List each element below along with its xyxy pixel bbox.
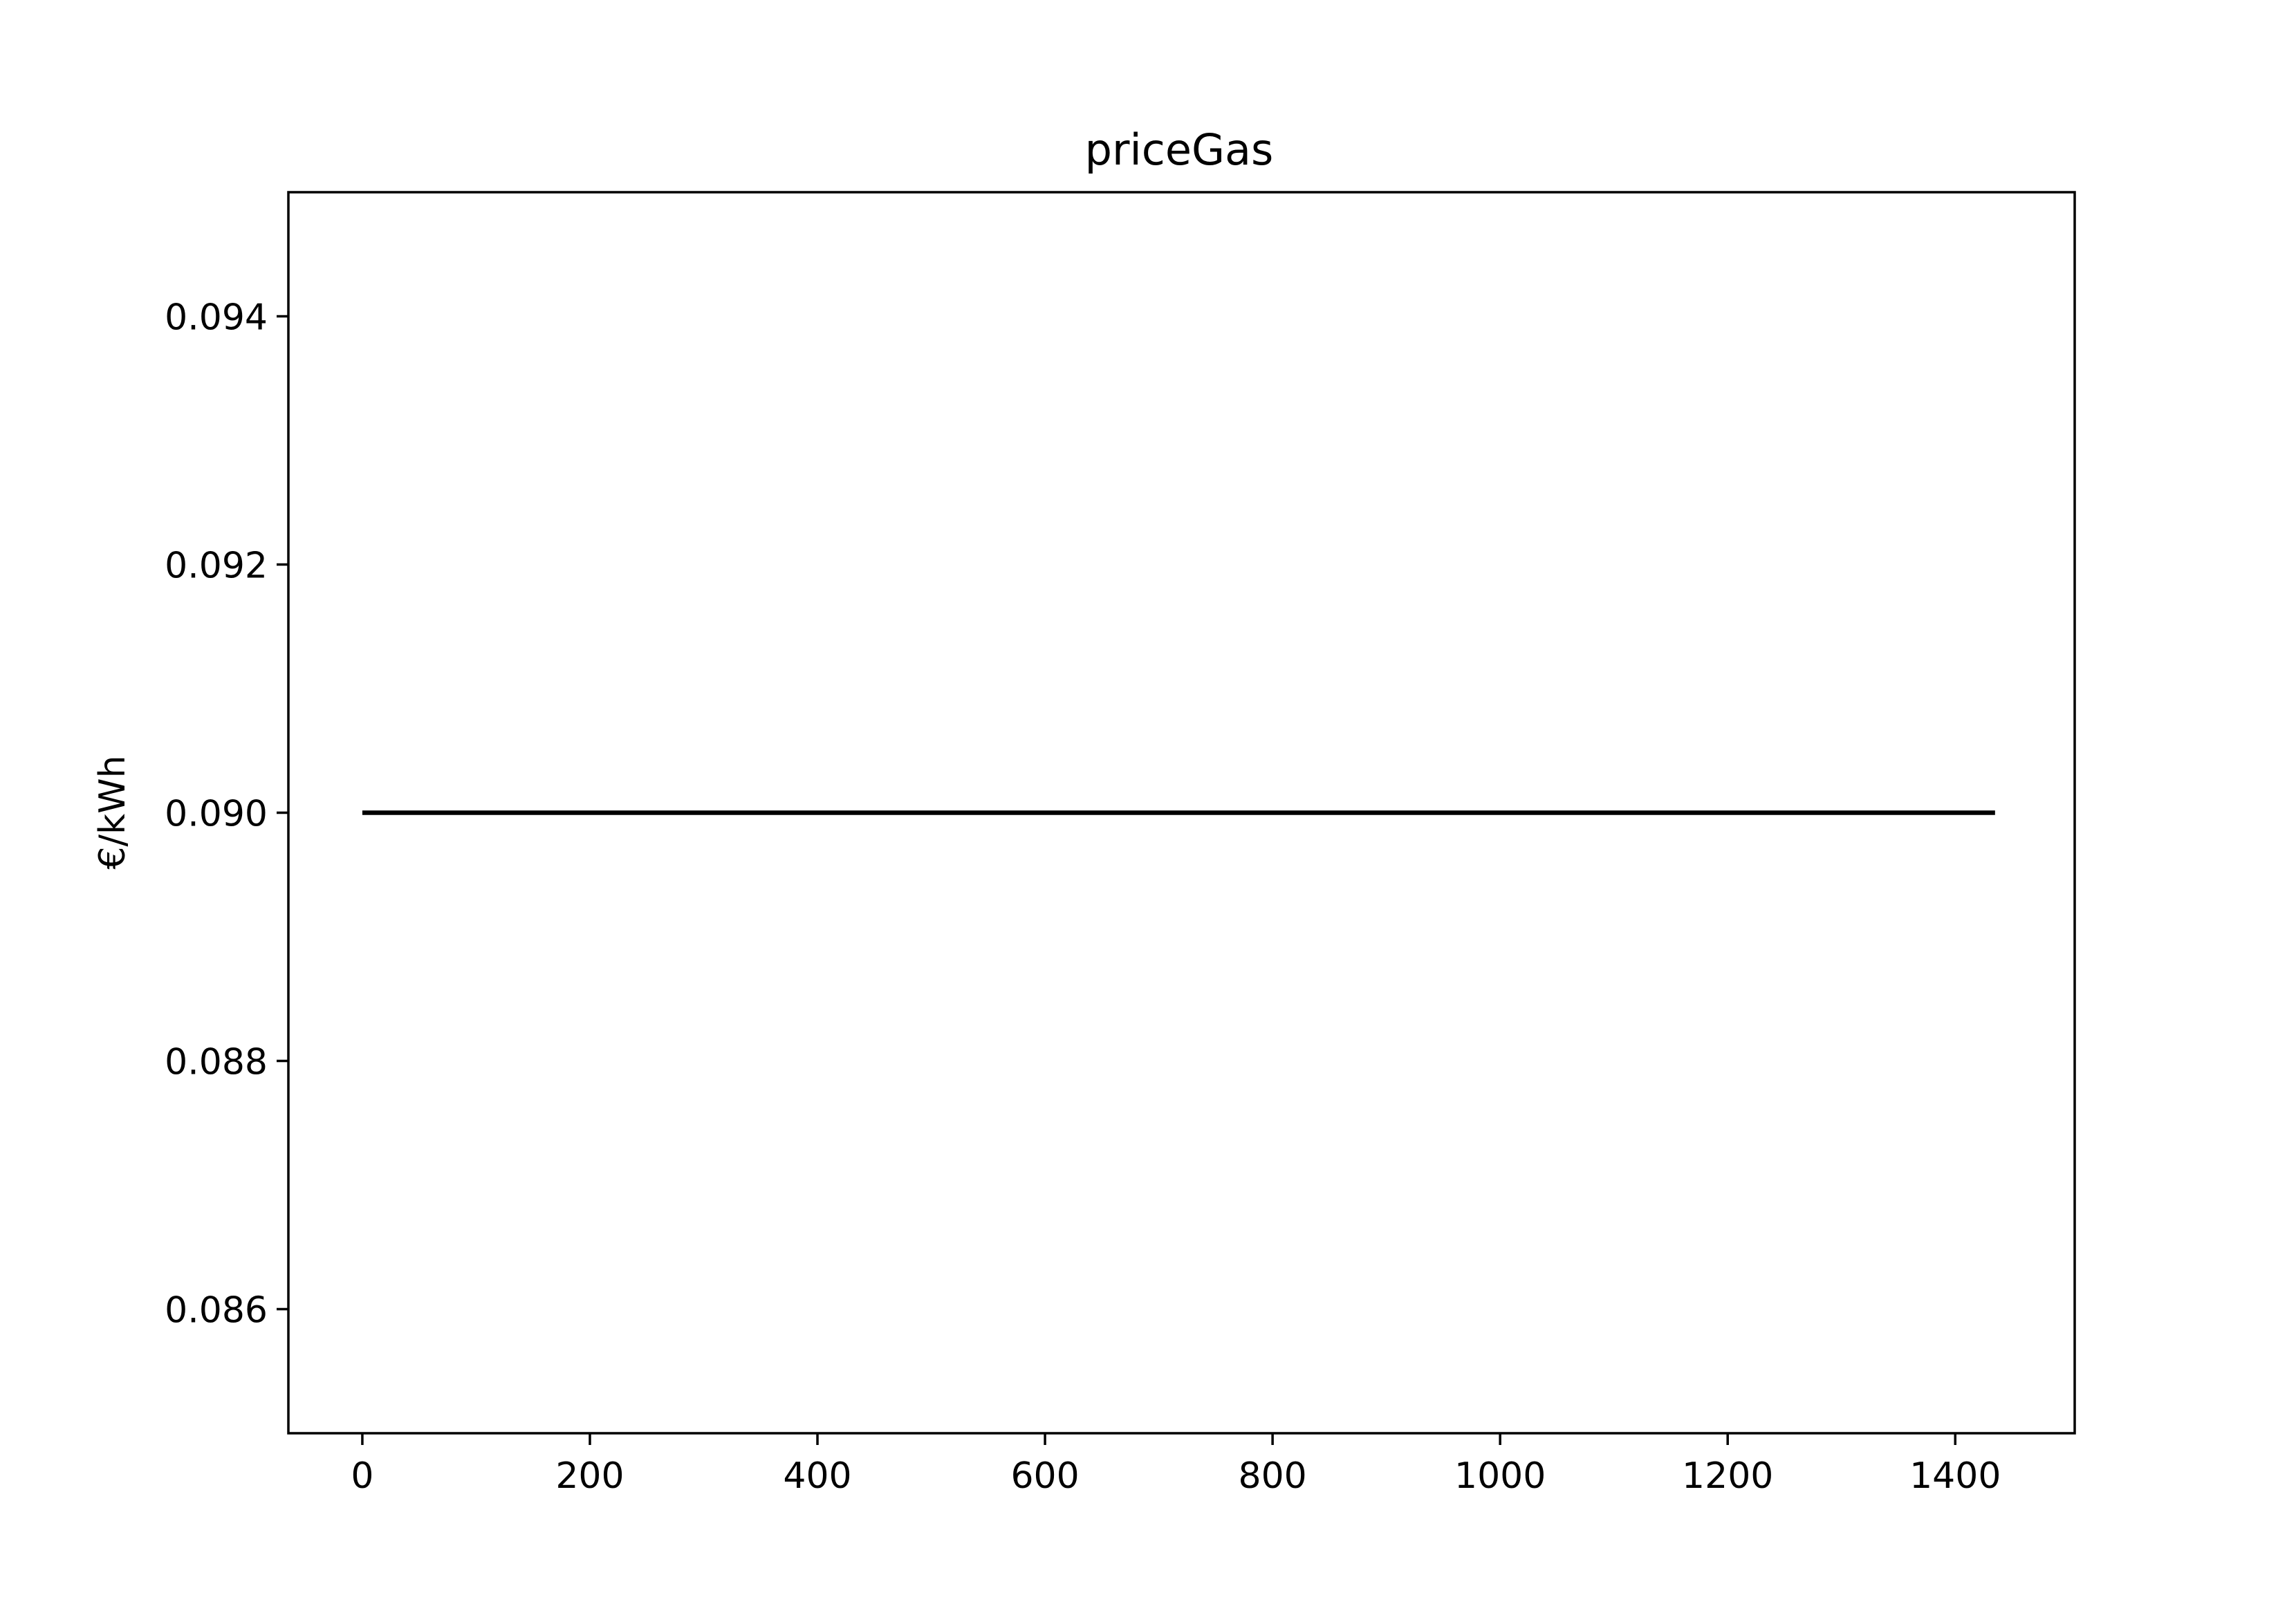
y-tick-label: 0.094 xyxy=(165,297,268,339)
y-tick-label: 0.086 xyxy=(165,1290,268,1332)
x-tick-label: 1200 xyxy=(1682,1455,1773,1497)
chart-title: priceGas xyxy=(1085,124,1274,175)
x-axis-ticks: 0 200 400 600 800 1000 1200 1400 xyxy=(351,1433,2001,1497)
x-tick-label: 200 xyxy=(555,1455,624,1497)
y-tick-label: 0.092 xyxy=(165,545,268,587)
y-tick-label: 0.090 xyxy=(165,794,268,835)
x-tick-label: 400 xyxy=(783,1455,851,1497)
x-tick-label: 800 xyxy=(1238,1455,1306,1497)
plot-area-frame xyxy=(287,191,2076,1435)
y-axis-label: €/kWh xyxy=(92,755,133,869)
x-tick-label: 1000 xyxy=(1454,1455,1546,1497)
y-axis-ticks: 0.086 0.088 0.090 0.092 0.094 xyxy=(165,297,288,1332)
x-tick-label: 600 xyxy=(1010,1455,1079,1497)
y-tick-label: 0.088 xyxy=(165,1042,268,1083)
x-tick-label: 0 xyxy=(351,1455,373,1497)
x-tick-label: 1400 xyxy=(1909,1455,2001,1497)
